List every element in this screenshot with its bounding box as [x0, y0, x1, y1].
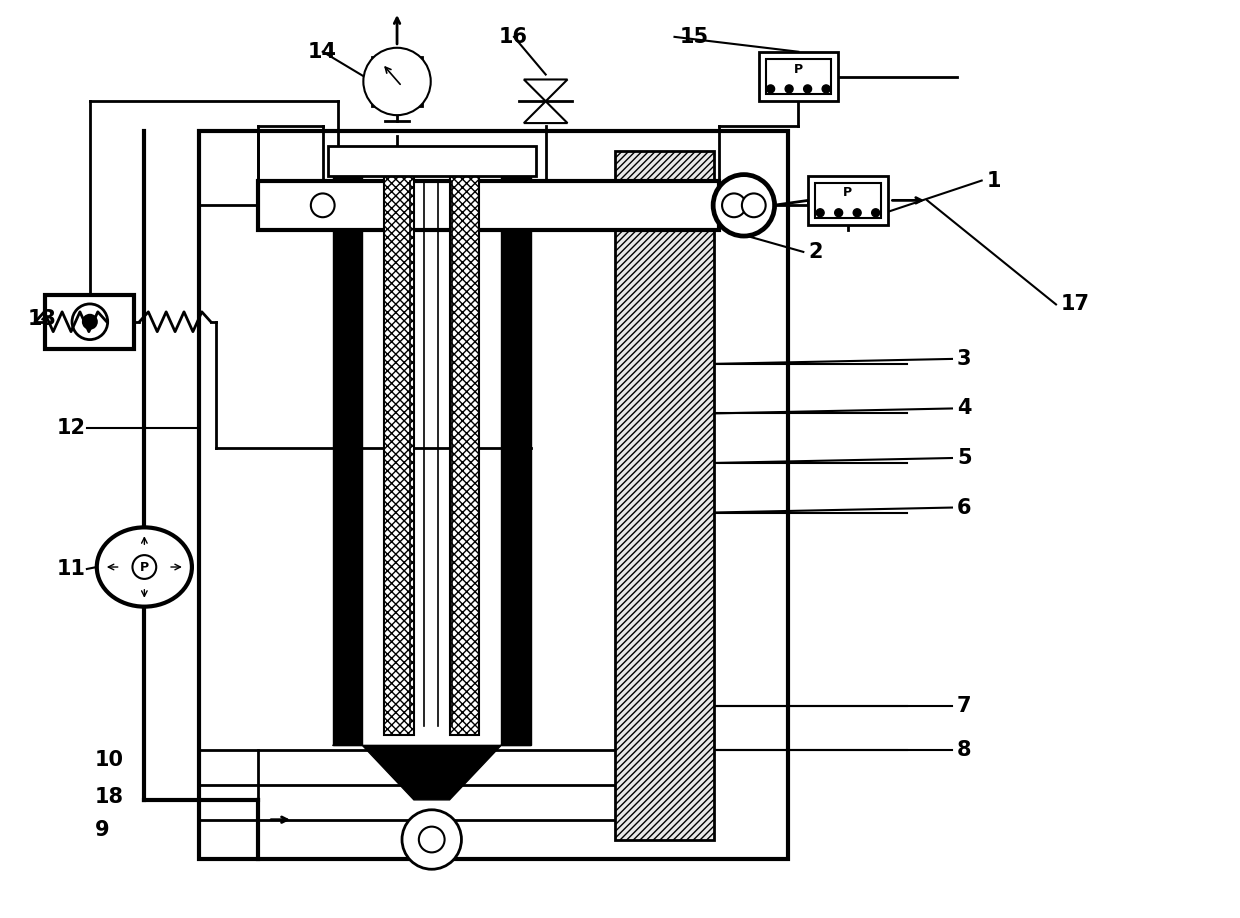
Circle shape: [766, 85, 775, 93]
Bar: [815, 183, 880, 218]
Bar: [501, 171, 531, 745]
Bar: [450, 171, 480, 735]
Text: 16: 16: [500, 27, 528, 47]
Circle shape: [822, 85, 830, 93]
Circle shape: [311, 194, 335, 218]
Circle shape: [835, 208, 843, 217]
Text: 15: 15: [680, 27, 708, 47]
Text: 13: 13: [27, 309, 57, 330]
Bar: [332, 171, 362, 745]
Circle shape: [83, 315, 97, 329]
Circle shape: [804, 85, 811, 93]
Text: 6: 6: [957, 498, 971, 518]
Text: 1: 1: [987, 171, 1001, 191]
Bar: [808, 175, 888, 225]
Bar: [384, 171, 414, 735]
Bar: [372, 57, 422, 106]
Ellipse shape: [97, 527, 192, 607]
Text: 11: 11: [57, 559, 86, 579]
Bar: [258, 181, 719, 230]
Text: 10: 10: [94, 750, 124, 770]
Bar: [46, 295, 134, 349]
Bar: [327, 146, 536, 175]
Text: 17: 17: [1061, 295, 1090, 315]
Text: 7: 7: [957, 696, 971, 716]
Circle shape: [785, 85, 794, 93]
Circle shape: [722, 194, 745, 218]
Text: 12: 12: [57, 419, 86, 438]
Circle shape: [853, 208, 861, 217]
Text: 3: 3: [957, 349, 971, 369]
Bar: [765, 59, 831, 95]
Circle shape: [872, 208, 879, 217]
Polygon shape: [523, 80, 568, 101]
Circle shape: [816, 208, 825, 217]
Text: 9: 9: [94, 820, 109, 840]
Circle shape: [742, 194, 765, 218]
Circle shape: [72, 304, 108, 340]
Text: 4: 4: [957, 398, 971, 419]
Circle shape: [714, 175, 774, 235]
Polygon shape: [523, 101, 568, 123]
Bar: [759, 51, 838, 101]
Text: 2: 2: [808, 242, 823, 262]
Circle shape: [419, 826, 445, 853]
Text: P: P: [140, 561, 149, 574]
Text: 5: 5: [957, 448, 971, 468]
Text: 8: 8: [957, 740, 971, 760]
Text: P: P: [843, 186, 852, 199]
Text: 14: 14: [308, 41, 337, 62]
Text: 18: 18: [94, 787, 124, 807]
Text: P: P: [794, 62, 804, 75]
Circle shape: [363, 48, 430, 115]
Bar: [615, 151, 714, 840]
Circle shape: [402, 810, 461, 869]
Bar: [198, 131, 789, 859]
Polygon shape: [332, 745, 531, 800]
